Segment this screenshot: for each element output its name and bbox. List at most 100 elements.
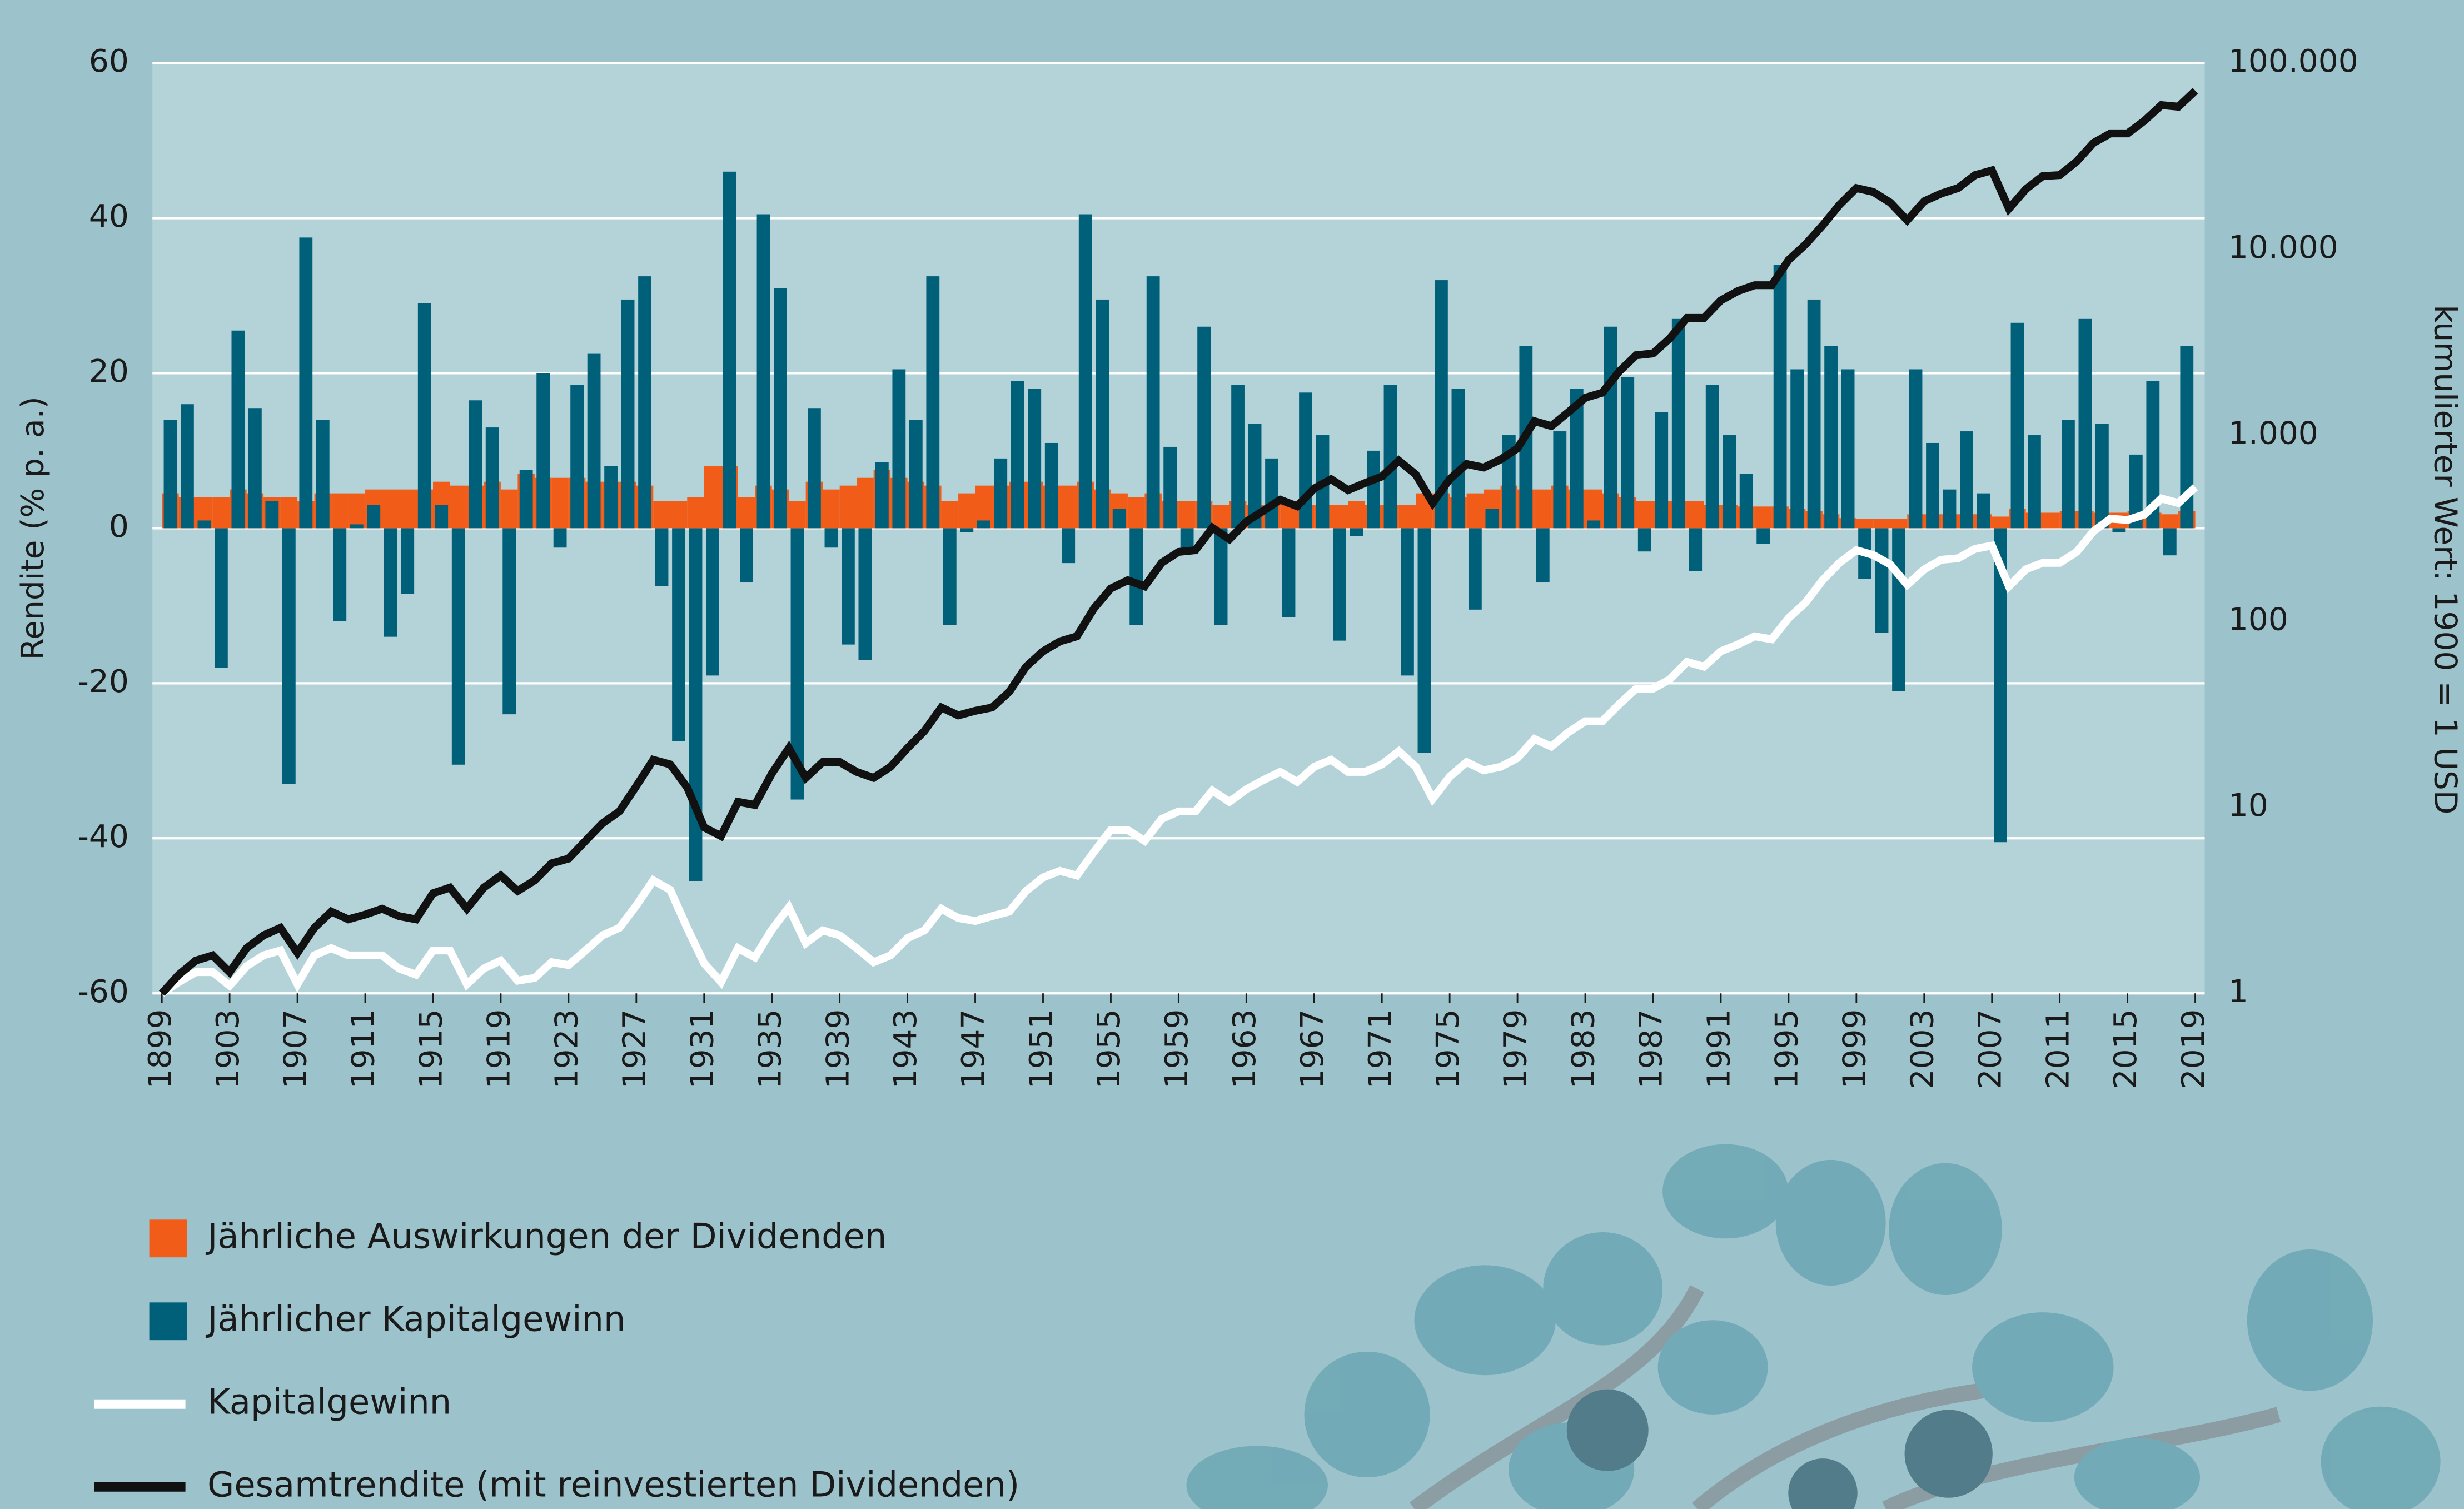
dividend-bar [281, 497, 297, 529]
capital-gain-bar [401, 528, 414, 594]
x-tick-label: 1959 [1159, 1009, 1195, 1089]
x-tick-label: 1915 [414, 1009, 450, 1089]
capital-gain-bar [1062, 528, 1075, 563]
capital-gain-bar [875, 462, 889, 529]
leaf [1305, 1352, 1430, 1477]
capital-gain-bar [1740, 474, 1753, 529]
capital-gain-bar [231, 331, 245, 529]
capital-gain-bar [1943, 490, 1957, 529]
capital-gain-bar [1231, 385, 1245, 528]
capital-gain-bar [2028, 435, 2041, 528]
legend-text: Kapitalgewinn [207, 1381, 451, 1422]
capital-gain-bar [2062, 420, 2075, 528]
x-tick-label: 1907 [278, 1009, 314, 1089]
x-tick-label: 1939 [820, 1009, 856, 1089]
dividend-bar [1890, 519, 1907, 529]
capital-gain-bar [1113, 509, 1126, 529]
fruit [1905, 1410, 1993, 1497]
dividend-bar [1873, 519, 1890, 529]
capital-gain-bar [1129, 528, 1143, 625]
capital-gain-bar [554, 528, 567, 547]
capital-gain-bar [1469, 528, 1482, 609]
y-tick-label: 20 [89, 353, 129, 390]
y-tick-label: -20 [77, 664, 128, 700]
y2-tick-label: 10 [2228, 788, 2268, 824]
capital-gain-bar [1147, 276, 1160, 528]
capital-gain-bar [198, 520, 211, 528]
y-tick-label: 0 [109, 509, 129, 545]
dividend-bar [653, 501, 670, 529]
x-tick-label: 1963 [1227, 1009, 1263, 1089]
x-tick-label: 1975 [1430, 1009, 1466, 1089]
x-tick-label: 1967 [1295, 1009, 1331, 1089]
capital-gain-bar [943, 528, 957, 625]
capital-gain-bar [1824, 346, 1838, 529]
capital-gain-bar [486, 427, 499, 528]
y-axis-title: Rendite (% p. a.) [15, 396, 51, 660]
y2-tick-label: 100.000 [2228, 43, 2358, 79]
dividend-bar [670, 501, 687, 529]
legend-swatch [150, 1302, 187, 1340]
dividend-bar [857, 478, 873, 529]
capital-gain-bar [1638, 528, 1651, 551]
dividend-bar [2162, 514, 2178, 528]
capital-gain-bar [181, 404, 194, 528]
x-tick-label: 1935 [752, 1009, 788, 1089]
capital-gain-bar [1384, 385, 1397, 528]
leaf [1889, 1163, 2002, 1295]
dividend-bar [738, 497, 755, 529]
dividend-bar [1992, 516, 2009, 528]
legend-swatch [150, 1219, 187, 1257]
dividend-bar [1636, 501, 1653, 529]
x-tick-label: 2007 [1972, 1009, 2008, 1089]
capital-gain-bar [1926, 443, 1939, 528]
capital-gain-bar [299, 237, 312, 528]
y-tick-label: 60 [89, 43, 129, 79]
x-tick-label: 1899 [142, 1009, 178, 1089]
capital-gain-bar [1672, 319, 1685, 529]
dividend-bar [349, 494, 365, 529]
capital-gain-bar [418, 303, 431, 528]
capital-gain-bar [723, 172, 736, 529]
dividend-bar [789, 501, 805, 529]
x-tick-label: 1923 [549, 1009, 585, 1089]
legend-text: Jährliche Auswirkungen der Dividenden [205, 1216, 887, 1256]
capital-gain-bar [1706, 385, 1719, 528]
capital-gain-bar [740, 528, 753, 582]
capital-gain-bar [265, 501, 278, 529]
y2-axis-title: kumulierter Wert: 1900 = 1 USD [2427, 305, 2463, 814]
capital-gain-bar [1401, 528, 1414, 675]
capital-gain-bar [1960, 431, 1973, 528]
capital-gain-bar [1011, 381, 1024, 528]
capital-gain-bar [1536, 528, 1550, 582]
capital-gain-bar [164, 420, 177, 528]
leaf [1662, 1144, 1788, 1239]
x-tick-label: 1919 [481, 1009, 517, 1089]
dividend-bar [450, 486, 466, 529]
capital-gain-bar [1282, 528, 1296, 617]
x-tick-label: 1987 [1634, 1009, 1670, 1089]
x-tick-label: 1931 [684, 1009, 720, 1089]
capital-gain-bar [706, 528, 719, 675]
dividend-bar [1348, 501, 1365, 529]
capital-gain-bar [1604, 327, 1617, 529]
y2-tick-label: 1 [2228, 974, 2248, 1010]
x-tick-label: 2011 [2040, 1009, 2076, 1089]
y-tick-label: -40 [77, 819, 128, 855]
capital-gain-bar [1892, 528, 1905, 691]
capital-gain-bar [1197, 327, 1211, 529]
dividend-bar [1856, 519, 1873, 529]
dividend-bar [382, 490, 399, 529]
capital-gain-bar [994, 459, 1007, 529]
capital-gain-bar [520, 470, 533, 529]
capital-gain-bar [1265, 459, 1278, 529]
capital-gain-bar [1790, 369, 1804, 528]
capital-gain-bar [1977, 494, 1990, 529]
capital-gain-bar [2112, 528, 2125, 532]
capital-gain-bar [1655, 412, 1668, 528]
capital-gain-bar [858, 528, 872, 660]
dividend-bar [840, 486, 857, 529]
capital-gain-bar [774, 288, 787, 528]
capital-gain-bar [1774, 265, 1787, 528]
fruit [1567, 1390, 1649, 1471]
